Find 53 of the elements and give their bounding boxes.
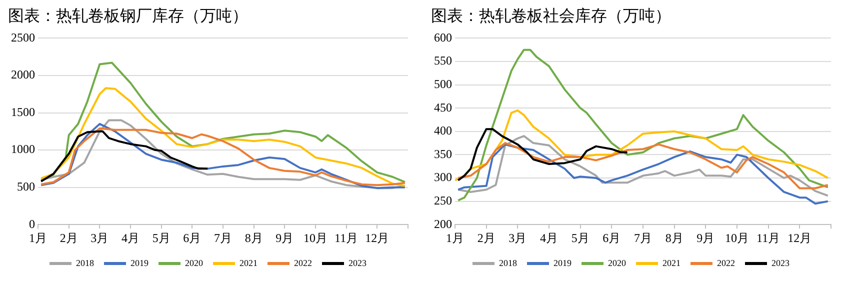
y-tick-label: 1500	[11, 104, 35, 119]
legend-label: 2018	[76, 258, 94, 268]
legend-label: 2018	[499, 258, 518, 268]
legend-label: 2019	[554, 258, 572, 268]
y-tick-label: 400	[434, 124, 452, 138]
x-tick-label: 11月	[756, 230, 780, 245]
x-tick-label: 8月	[665, 230, 684, 245]
x-tick-label: 6月	[602, 230, 621, 245]
y-tick-label: 350	[434, 146, 452, 161]
x-tick-label: 7月	[634, 230, 652, 245]
y-tick-label: 200	[434, 216, 452, 231]
y-tick-label: 600	[434, 30, 452, 44]
y-tick-label: 250	[434, 193, 452, 208]
x-tick-label: 3月	[508, 230, 527, 245]
legend-label: 2021	[662, 258, 680, 268]
legend-label: 2022	[717, 258, 735, 268]
x-tick-label: 9月	[696, 230, 715, 245]
x-tick-label: 4月	[122, 230, 140, 245]
y-tick-label: 1000	[11, 142, 35, 156]
x-tick-label: 10月	[725, 230, 749, 245]
x-tick-label: 2月	[60, 230, 78, 245]
x-tick-label: 5月	[571, 230, 590, 245]
x-tick-label: 1月	[446, 230, 464, 245]
x-tick-label: 1月	[29, 230, 47, 245]
x-tick-label: 9月	[276, 230, 294, 245]
x-tick-label: 5月	[152, 230, 170, 245]
y-tick-label: 0	[29, 216, 35, 231]
x-tick-label: 6月	[183, 230, 202, 245]
legend-label: 2023	[772, 258, 790, 268]
x-tick-label: 10月	[304, 230, 328, 245]
x-tick-label: 12月	[788, 230, 812, 245]
x-tick-label: 3月	[90, 230, 109, 245]
x-tick-label: 11月	[334, 230, 358, 245]
legend-label: 2021	[240, 258, 258, 268]
y-tick-label: 2500	[11, 30, 35, 44]
x-tick-label: 2月	[477, 230, 496, 245]
x-tick-label: 4月	[540, 230, 558, 245]
legend-label: 2020	[185, 258, 204, 268]
x-tick-label: 12月	[365, 230, 390, 245]
chart-title: 图表：热轧卷板社会库存（万吨）	[431, 5, 672, 27]
legend-label: 2020	[608, 258, 626, 268]
y-tick-label: 500	[434, 76, 452, 91]
y-tick-label: 300	[434, 170, 452, 184]
y-tick-label: 550	[434, 54, 452, 68]
y-tick-label: 2000	[11, 68, 35, 82]
y-tick-label: 500	[17, 179, 35, 194]
chart-title: 图表：热轧卷板钢厂库存（万吨）	[8, 5, 249, 27]
legend-label: 2023	[348, 258, 367, 268]
legend-label: 2022	[294, 258, 312, 268]
legend-label: 2019	[130, 258, 149, 268]
x-tick-label: 7月	[214, 230, 232, 245]
y-tick-label: 450	[434, 100, 452, 114]
x-tick-label: 8月	[244, 230, 263, 245]
